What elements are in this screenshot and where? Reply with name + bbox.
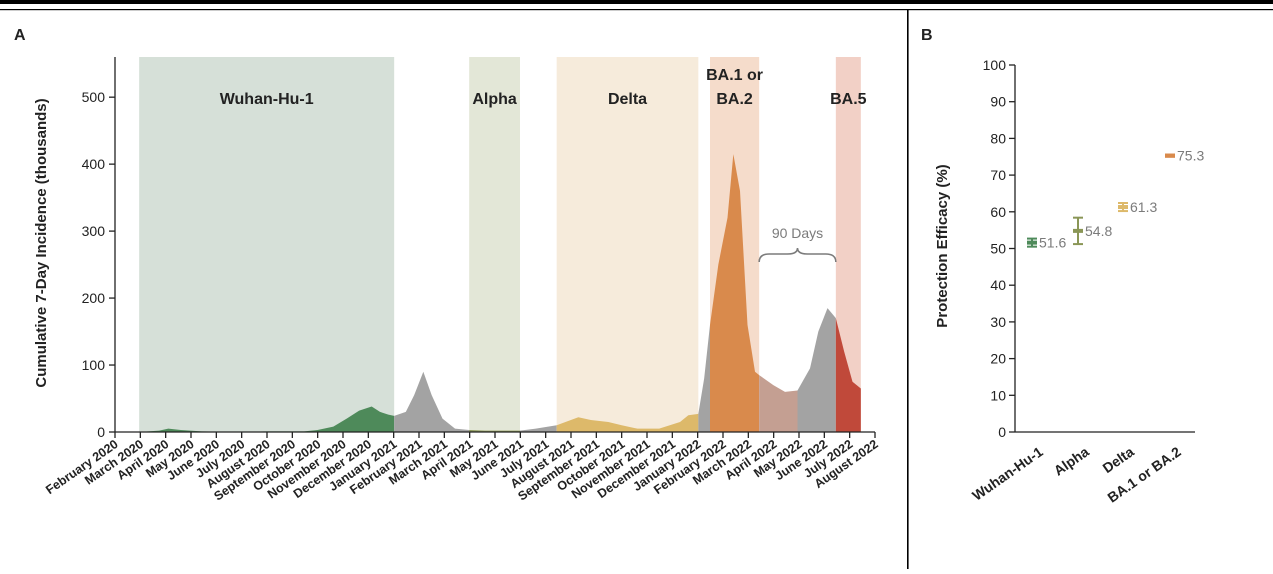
y-tick-label-100: 100	[82, 357, 106, 373]
area-gray-5	[698, 324, 710, 432]
y-tick-label-0: 0	[97, 424, 105, 440]
value-label-delta: 61.3	[1130, 199, 1157, 215]
b-x-tick-label-delta: Delta	[1100, 443, 1137, 476]
b-y-tick-label-50: 50	[990, 241, 1006, 257]
panel-a: A Cumulative 7-Day Incidence (thousands)…	[14, 27, 881, 503]
b-x-tick-label-alpha: Alpha	[1051, 443, 1092, 479]
area-gray-1	[394, 371, 470, 432]
band-label-ba-1-or-ba-2-line-1: BA.1 or	[706, 67, 763, 84]
point-marker-wuhan-hu-1	[1027, 240, 1037, 245]
panel-b-y-axis-label: Protection Efficacy (%)	[934, 164, 951, 327]
b-y-tick-label-80: 80	[990, 130, 1006, 146]
point-wuhan-hu-1: 51.6	[1027, 235, 1066, 251]
area-gray-8	[797, 308, 836, 432]
point-alpha: 54.8	[1073, 216, 1112, 246]
area-delta-4	[556, 413, 699, 432]
area-wuhan-0	[139, 406, 395, 432]
b-y-tick-label-30: 30	[990, 314, 1006, 330]
b-y-tick-label-10: 10	[990, 387, 1006, 403]
band-label-delta: Delta	[608, 91, 647, 108]
y-tick-label-200: 200	[82, 290, 106, 306]
panel-b-label: B	[921, 27, 933, 44]
panel-a-label: A	[14, 27, 26, 44]
value-label-ba-1-or-ba-2: 75.3	[1177, 148, 1204, 164]
band-delta	[556, 57, 699, 432]
area-omicron-6	[710, 154, 760, 432]
b-y-tick-label-20: 20	[990, 351, 1006, 367]
area-ba5-9	[835, 318, 861, 432]
band-alpha	[469, 57, 520, 432]
efficacy-points: 51.6 54.8 61.3 75.3	[1027, 148, 1204, 251]
area-omicron_muted-7	[759, 375, 798, 432]
value-label-wuhan-hu-1: 51.6	[1039, 235, 1066, 251]
b-y-tick-label-0: 0	[998, 424, 1006, 440]
band-wuhan-hu-1	[139, 57, 395, 432]
ninety-days-label: 90 Days	[772, 225, 823, 241]
panel-b-axes: 0 10 20 30 40 50 60 70 80 90 100 Wuhan-Hu-1 Alpha Del…	[969, 57, 1195, 506]
b-y-tick-label-90: 90	[990, 94, 1006, 110]
incidence-areas	[139, 154, 861, 432]
point-delta: 61.3	[1118, 199, 1157, 215]
y-tick-label-300: 300	[82, 223, 106, 239]
band-label-wuhan-hu-1: Wuhan-Hu-1	[220, 91, 314, 108]
panel-b: B Protection Efficacy (%) 0 10 20 30 40 50 60 7…	[921, 27, 1204, 506]
y-tick-label-400: 400	[82, 156, 106, 172]
ninety-days-bracket: 90 Days	[758, 225, 837, 263]
bracket-line	[758, 247, 837, 263]
point-ba-1-or-ba-2: 75.3	[1165, 148, 1204, 164]
y-tick-label-500: 500	[82, 89, 106, 105]
b-y-tick-label-40: 40	[990, 277, 1006, 293]
band-label-ba-5: BA.5	[830, 91, 867, 108]
value-label-alpha: 54.8	[1085, 223, 1112, 239]
point-marker-delta	[1118, 205, 1128, 210]
b-y-tick-label-60: 60	[990, 204, 1006, 220]
b-y-tick-label-100: 100	[983, 57, 1007, 73]
area-gray-3	[520, 425, 557, 432]
b-y-tick-label-70: 70	[990, 167, 1006, 183]
b-x-tick-label-wuhan-hu-1: Wuhan-Hu-1	[969, 443, 1046, 503]
point-marker-alpha	[1073, 228, 1083, 233]
panel-a-y-axis-label: Cumulative 7-Day Incidence (thousands)	[33, 98, 50, 387]
point-marker-ba-1-or-ba-2	[1165, 153, 1175, 158]
variant-band-labels: Wuhan-Hu-1 Alpha Delta BA.1 or BA.2 BA.5	[220, 67, 867, 108]
band-label-ba-1-or-ba-2-line-2: BA.2	[716, 91, 753, 108]
band-label-alpha: Alpha	[472, 91, 517, 108]
